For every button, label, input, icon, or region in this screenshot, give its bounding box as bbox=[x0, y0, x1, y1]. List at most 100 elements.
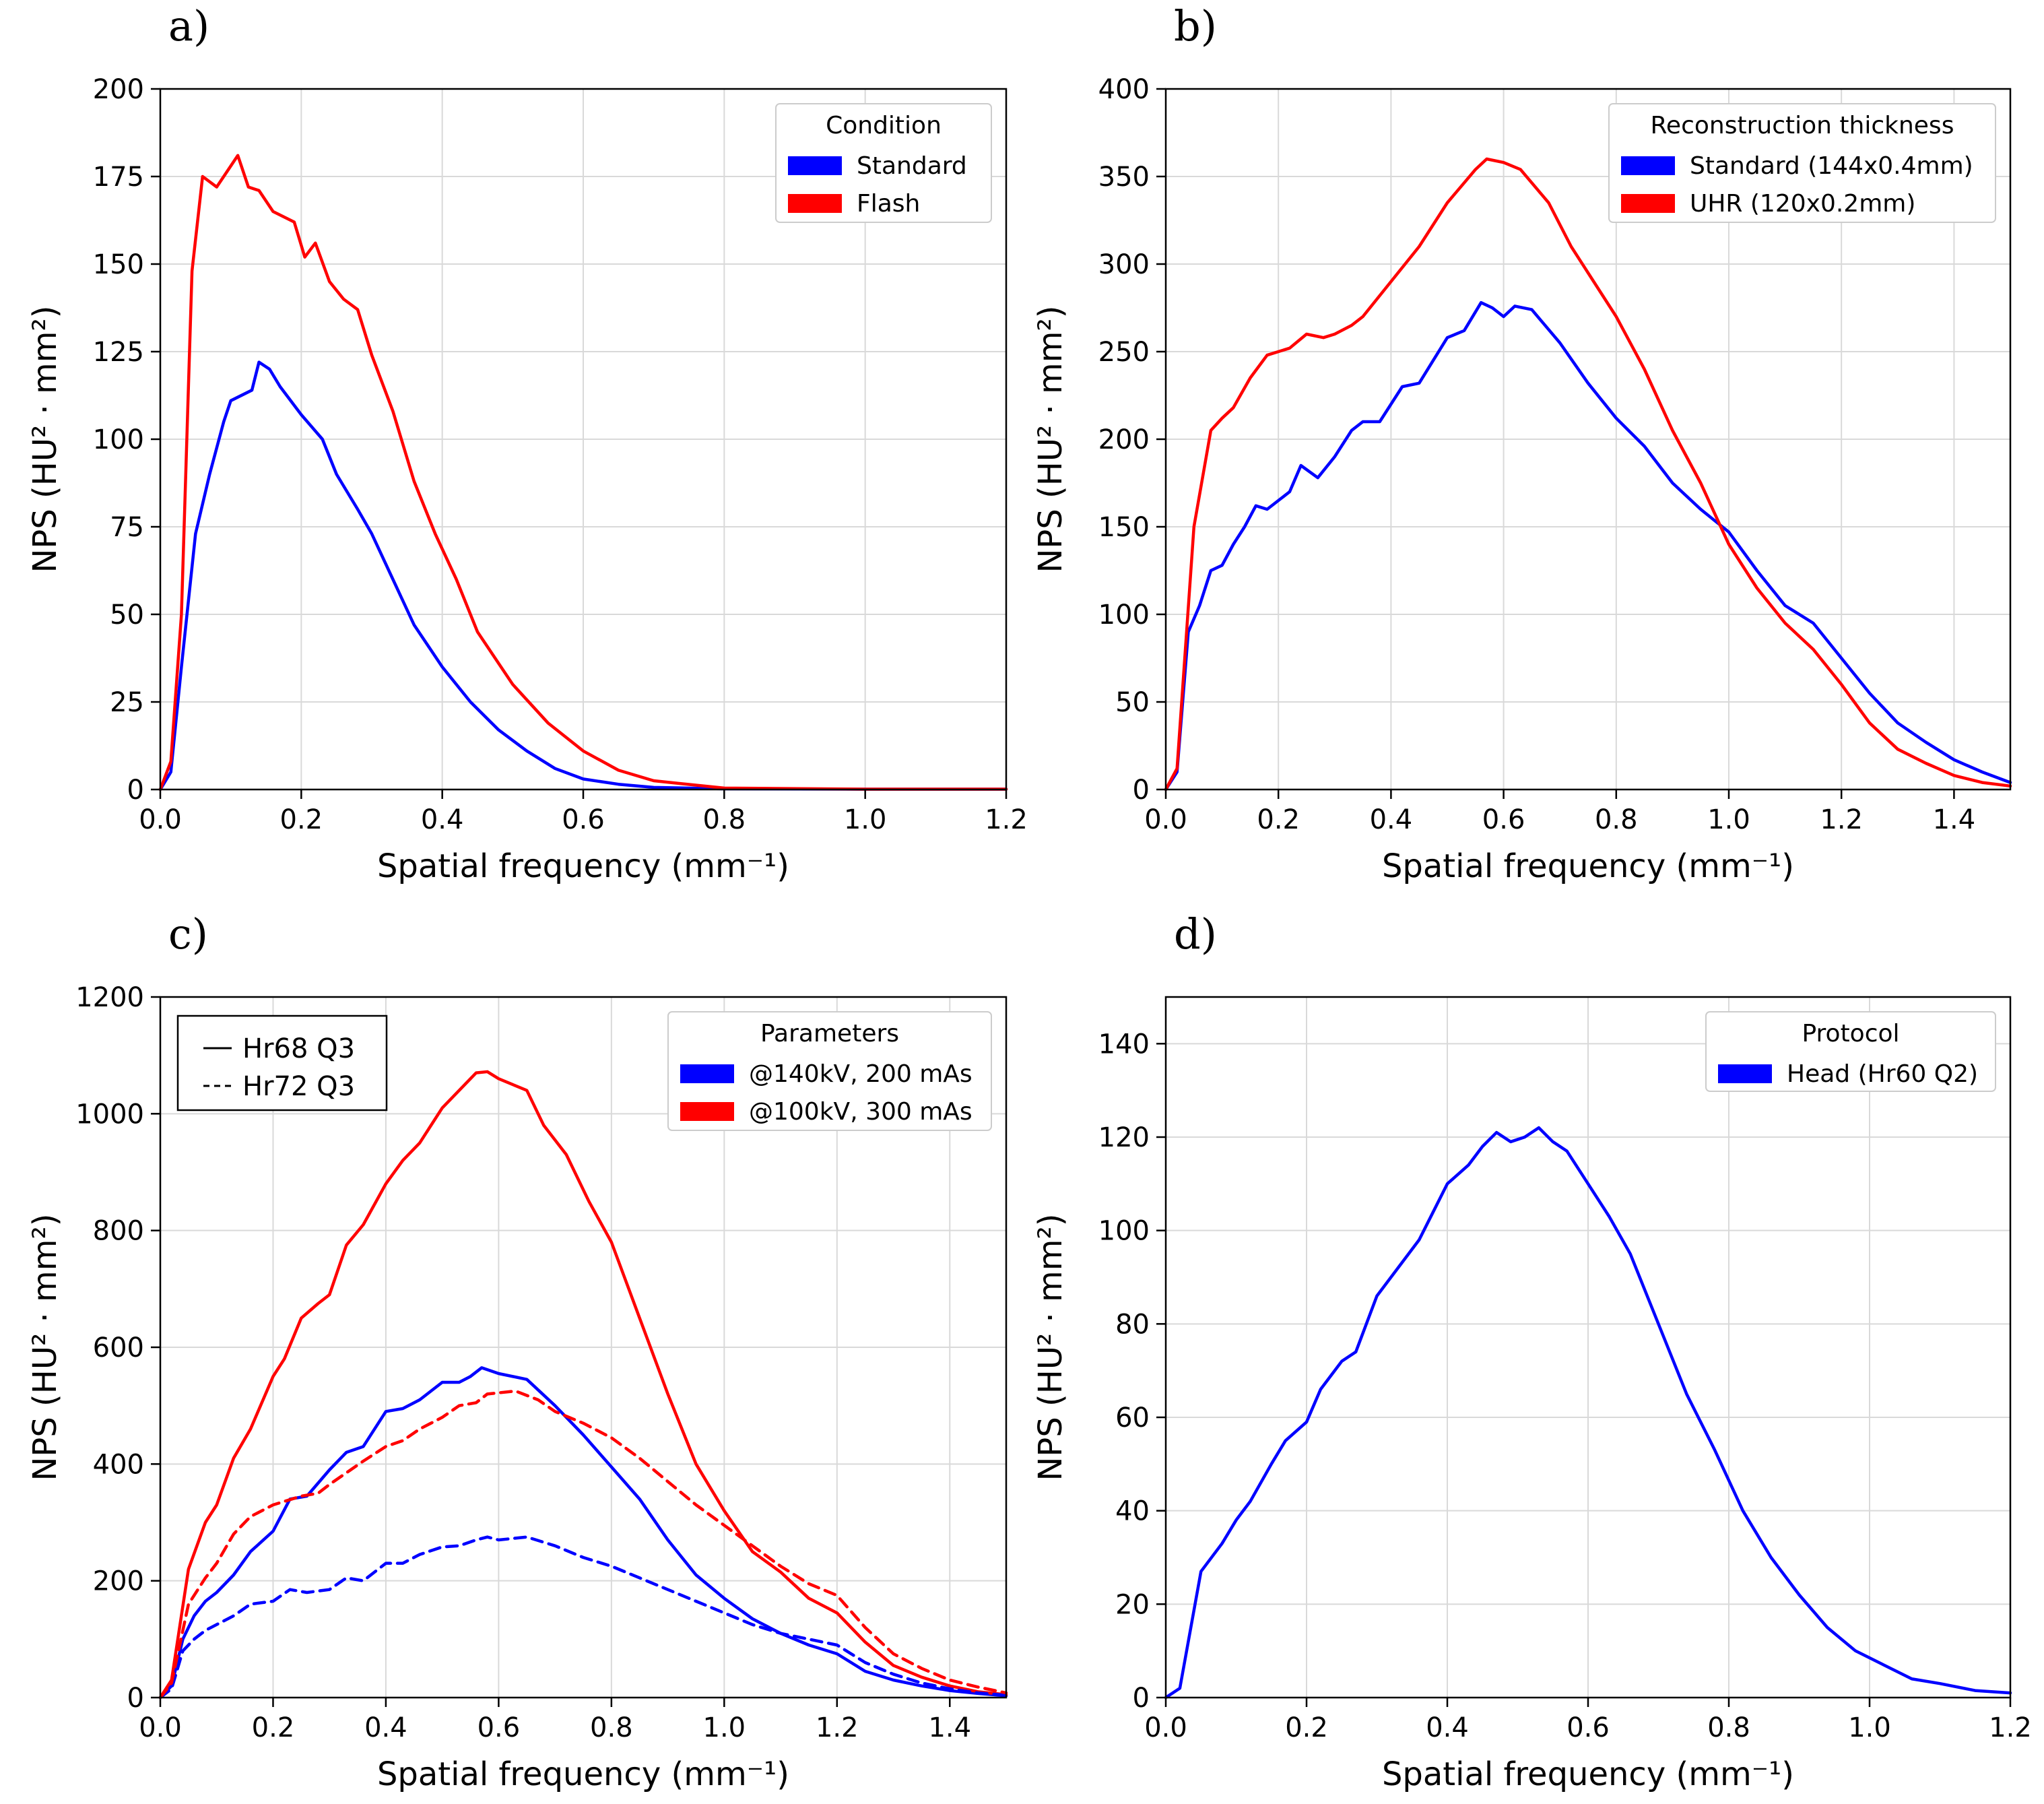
y-tick-label: 250 bbox=[1098, 337, 1150, 368]
x-axis-label: Spatial frequency (mm⁻¹) bbox=[1382, 1755, 1794, 1793]
x-tick-label: 0.0 bbox=[1144, 1712, 1187, 1743]
legend-swatch-standard bbox=[788, 156, 842, 175]
legend-swatch-head bbox=[1718, 1064, 1772, 1083]
x-tick-label: 1.2 bbox=[1989, 1712, 2032, 1743]
legend: Parameters @140kV, 200 mAs @100kV, 300 m… bbox=[667, 1011, 992, 1131]
y-tick-label: 40 bbox=[1115, 1496, 1150, 1527]
y-tick-label: 120 bbox=[1098, 1122, 1150, 1153]
y-tick-label: 175 bbox=[93, 162, 144, 193]
x-tick-label: 1.2 bbox=[816, 1712, 859, 1743]
y-tick-label: 1200 bbox=[75, 982, 144, 1013]
style-legend-box bbox=[176, 1014, 388, 1112]
panel-b: b) Spatial frequency (mm⁻¹) NPS (HU² · m… bbox=[1032, 1, 2012, 885]
tick-layer: 0.0 0.2 0.4 0.6 0.8 1.0 1.2 1.4 0 50 100 150 200 250 3… bbox=[1098, 74, 1976, 835]
legend-entry-100kv: @100kV, 300 mAs bbox=[749, 1098, 972, 1126]
y-axis-label: NPS (HU² · mm²) bbox=[26, 305, 64, 573]
y-tick-label: 400 bbox=[1098, 74, 1150, 105]
x-tick-label: 1.0 bbox=[1848, 1712, 1891, 1743]
y-tick-label: 80 bbox=[1115, 1309, 1150, 1340]
x-tick-label: 1.0 bbox=[844, 804, 887, 835]
y-tick-label: 400 bbox=[93, 1449, 144, 1480]
tick-layer: 0.0 0.2 0.4 0.6 0.8 1.0 1.2 0 25 50 75 100 125 150 175… bbox=[93, 74, 1028, 835]
y-tick-label: 60 bbox=[1115, 1403, 1150, 1433]
series-layer bbox=[158, 154, 1008, 792]
panel-d: d) Spatial frequency (mm⁻¹) NPS (HU² · m… bbox=[1032, 909, 2032, 1793]
y-tick-label: 600 bbox=[93, 1332, 144, 1363]
legend-entry-flash: Flash bbox=[857, 190, 920, 218]
x-tick-label: 0.6 bbox=[1567, 1712, 1610, 1743]
x-tick-label: 0.8 bbox=[1707, 1712, 1750, 1743]
legend: Protocol Head (Hr60 Q2) bbox=[1705, 1011, 1996, 1092]
legend-title: Reconstruction thickness bbox=[1651, 112, 1954, 139]
legend-swatch-uhr bbox=[1621, 194, 1675, 213]
series-line bbox=[158, 1070, 1008, 1700]
series-line bbox=[158, 154, 1008, 792]
y-tick-label: 300 bbox=[1098, 249, 1150, 280]
y-tick-label: 75 bbox=[110, 512, 144, 543]
legend: Reconstruction thickness Standard (144x0… bbox=[1608, 103, 1996, 223]
series-line bbox=[158, 1366, 1008, 1700]
y-tick-label: 200 bbox=[93, 1566, 144, 1597]
panel-label: b) bbox=[1174, 1, 1217, 51]
y-tick-label: 200 bbox=[1098, 424, 1150, 455]
style-legend-entry-hr72: Hr72 Q3 bbox=[242, 1071, 355, 1102]
x-tick-label: 1.4 bbox=[1933, 804, 1976, 835]
x-tick-label: 0.0 bbox=[139, 804, 182, 835]
legend-entry-standard: Standard bbox=[857, 152, 967, 180]
x-tick-label: 0.4 bbox=[1426, 1712, 1469, 1743]
x-tick-label: 0.8 bbox=[1595, 804, 1638, 835]
legend-entry-uhr: UHR (120x0.2mm) bbox=[1690, 190, 1915, 218]
x-tick-label: 1.0 bbox=[703, 1712, 746, 1743]
x-tick-label: 0.4 bbox=[1370, 804, 1413, 835]
x-axis-label: Spatial frequency (mm⁻¹) bbox=[377, 1755, 789, 1793]
panel-c: c) Spatial frequency (mm⁻¹) NPS (HU² · m… bbox=[26, 909, 1008, 1793]
legend-entry-head: Head (Hr60 Q2) bbox=[1787, 1060, 1978, 1088]
legend-box bbox=[1705, 1011, 1996, 1092]
x-tick-label: 0.6 bbox=[562, 804, 605, 835]
legend-swatch-flash bbox=[788, 194, 842, 213]
y-tick-label: 0 bbox=[1133, 1683, 1150, 1714]
panel-label: d) bbox=[1174, 909, 1217, 959]
panel-a: a) Spatial frequency (mm⁻¹) NPS (HU² · m… bbox=[26, 1, 1028, 885]
y-tick-label: 350 bbox=[1098, 162, 1150, 193]
y-tick-label: 25 bbox=[110, 687, 144, 718]
y-axis-label: NPS (HU² · mm²) bbox=[26, 1213, 64, 1481]
y-axis-label: NPS (HU² · mm²) bbox=[1032, 305, 1069, 573]
y-tick-label: 50 bbox=[110, 600, 144, 631]
legend-title: Condition bbox=[826, 112, 942, 139]
series-layer bbox=[158, 1070, 1008, 1700]
y-tick-label: 0 bbox=[1133, 775, 1150, 806]
x-tick-label: 0.6 bbox=[1482, 804, 1525, 835]
style-legend: Hr68 Q3 Hr72 Q3 bbox=[176, 1014, 388, 1112]
grid bbox=[1165, 997, 2011, 1698]
x-tick-label: 0.2 bbox=[252, 1712, 295, 1743]
x-tick-label: 0.8 bbox=[703, 804, 746, 835]
x-tick-label: 0.0 bbox=[1144, 804, 1187, 835]
y-tick-label: 150 bbox=[1098, 512, 1150, 543]
x-tick-label: 0.2 bbox=[1257, 804, 1300, 835]
y-tick-label: 0 bbox=[127, 775, 144, 806]
x-tick-label: 0.0 bbox=[139, 1712, 182, 1743]
series-line bbox=[158, 1535, 1008, 1700]
series-line bbox=[1164, 157, 2012, 792]
x-tick-label: 0.4 bbox=[421, 804, 464, 835]
legend-box bbox=[775, 103, 992, 223]
series-layer bbox=[1164, 157, 2012, 792]
x-tick-label: 0.2 bbox=[1285, 1712, 1328, 1743]
legend-box bbox=[667, 1011, 992, 1131]
y-tick-label: 140 bbox=[1098, 1029, 1150, 1060]
y-tick-label: 800 bbox=[93, 1216, 144, 1247]
legend-swatch-standard bbox=[1621, 156, 1675, 175]
legend-box bbox=[1608, 103, 1996, 223]
legend-title: Protocol bbox=[1802, 1020, 1899, 1048]
panel-label: a) bbox=[168, 1, 209, 51]
y-tick-label: 100 bbox=[93, 424, 144, 455]
x-tick-label: 1.2 bbox=[985, 804, 1028, 835]
panel-label: c) bbox=[168, 909, 208, 959]
y-tick-label: 50 bbox=[1115, 687, 1150, 718]
legend-entry-140kv: @140kV, 200 mAs bbox=[749, 1060, 972, 1088]
legend: Condition Standard Flash bbox=[775, 103, 992, 223]
y-tick-label: 125 bbox=[93, 337, 144, 368]
x-axis-label: Spatial frequency (mm⁻¹) bbox=[1382, 847, 1794, 885]
